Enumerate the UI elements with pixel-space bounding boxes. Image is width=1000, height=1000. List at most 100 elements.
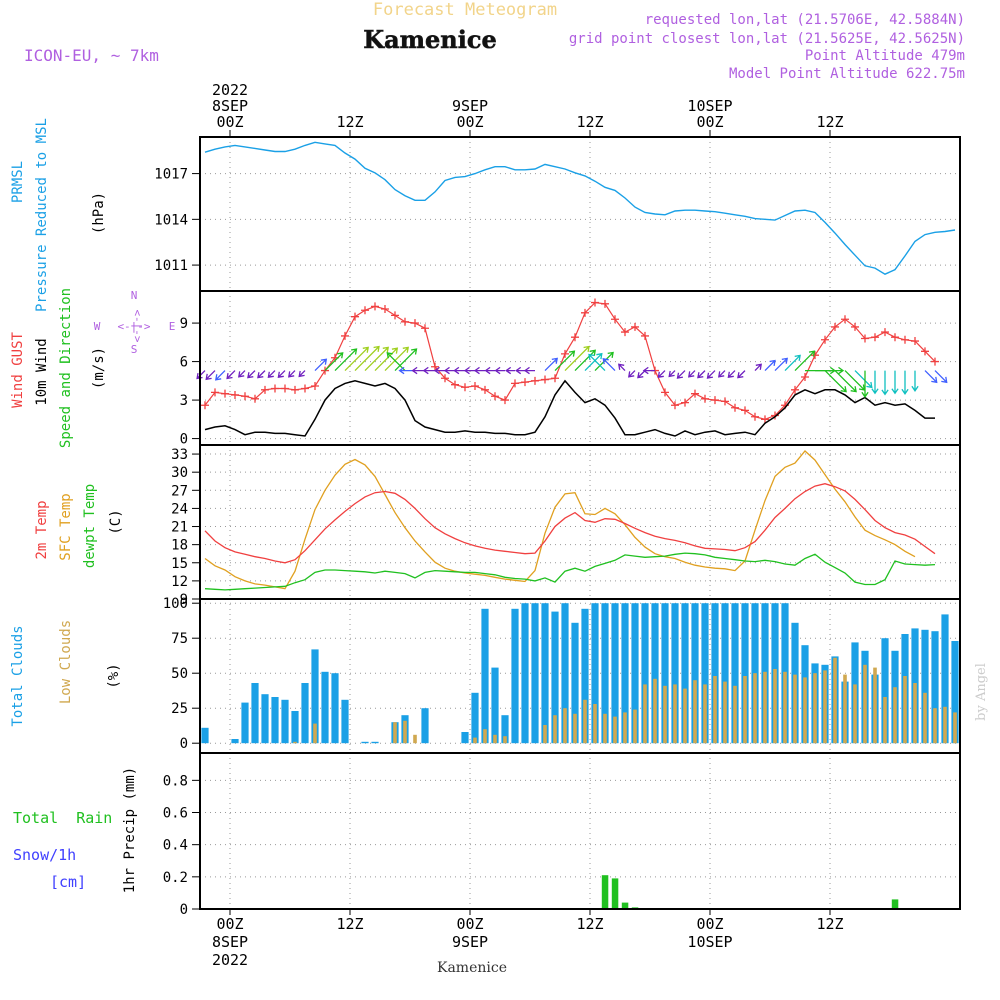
total-cloud-bar [921,629,929,744]
total-cloud-bar [421,708,429,744]
snow-unit: [cm] [50,873,86,891]
gust-marker [231,390,239,399]
rain-bar [601,875,609,909]
precip-ytick-label: 0.8 [163,773,188,789]
wind-direction-arrow [602,357,616,372]
compass-rose: N <-|-> S W <-|-> E [94,289,176,356]
wind-direction-arrow [657,370,666,378]
wind-dir-label: Speed and Direction [58,288,74,448]
wind-direction-arrow [364,346,390,372]
gust-marker [721,397,729,406]
total-cloud-bar [461,732,469,744]
top-time-label: 12Z [816,113,843,131]
low-cloud-bar [843,674,847,744]
gust-marker [911,337,919,346]
low-cloud-bar [483,729,487,744]
wind-direction-arrow [637,370,646,379]
gust-marker [791,385,799,394]
low-cloud-bar [813,673,817,744]
wind-direction-arrow [515,366,525,375]
low-cloud-bar [733,685,737,744]
compass-arrow-v: <-|-> [131,309,144,342]
wind-direction-arrow [901,370,909,395]
total-cloud-bar [501,715,509,744]
gust-marker [371,302,379,311]
total-cloud-bar [661,603,669,744]
total-cloud-bar [481,608,489,744]
gust-marker [741,406,749,415]
total-cloud-bar [271,697,279,744]
wind-line [204,379,935,437]
wind-label: 10m Wind [34,338,50,405]
total-cloud-bar [881,638,889,744]
wind-direction-arrow [314,358,328,372]
dewpoint-line [204,552,936,591]
pressure-ytick-label: 1014 [154,212,188,228]
wind-direction-arrow [824,370,847,393]
total-cloud-bar [601,603,609,744]
rain-bar [611,878,619,909]
total-cloud-bar [311,649,319,744]
sfc-label: SFC Temp [58,493,74,560]
wind-panel-labels: Wind GUST 10m Wind Speed and Direction (… [10,288,175,448]
wind-direction-arrow [394,348,418,372]
temperature-ytick-label: 9 [180,592,188,608]
wind-direction-arrow [422,366,435,375]
gust-marker [851,322,859,331]
gust-marker [811,351,819,360]
wind-direction-arrow [871,370,879,395]
gust-marker [841,315,849,324]
gust-marker [511,379,519,388]
wind-direction-arrow [642,366,655,375]
total-cloud-bar [671,603,679,744]
pressure-panel: 1011 1014 1017 [154,137,960,291]
low-cloud-bar [293,741,297,744]
rain-bar [621,902,629,909]
wind-direction-arrow [324,352,344,372]
gust-marker [441,374,449,383]
low-cloud-bar [583,699,587,744]
wind-unit: (m/s) [91,347,107,389]
total-cloud-bar [691,603,699,744]
low-cloud-bar [623,712,627,744]
low-cloud-bar [823,670,827,744]
gust-marker [711,396,719,405]
total-cloud-bar [331,673,339,744]
pressure-ytick-label: 1011 [154,258,188,274]
gust-label: Wind GUST [10,332,26,408]
gust-marker [871,333,879,342]
gust-marker [641,331,649,340]
gust-marker [271,384,279,393]
compass-s: S [131,343,138,356]
wind-direction-arrow [706,370,716,379]
wind-direction-arrow [834,370,857,393]
low-cloud-bar [473,737,477,744]
pressure-label-1: PRMSL [10,161,26,203]
total-cloud-bar [591,603,599,744]
low-cloud-bar [603,713,607,744]
wind-direction-arrow [384,346,410,372]
temperature-panel: 9 12 15 18 21 24 27 30 33 [171,445,960,608]
gust-marker [361,306,369,315]
wind-direction-arrow [564,345,590,372]
compass-e: E [169,320,176,333]
low-cloud-bar [893,687,897,744]
wind-direction-arrow [854,370,873,389]
temperature-ytick-label: 12 [171,574,188,590]
low-cloud-bar [803,677,807,744]
low-cloud-bar [633,709,637,744]
compass-n: N [131,289,138,302]
clouds-panel: 0 25 50 75 100 [163,596,960,753]
total-cloud-bar [941,614,949,744]
wind-direction-arrow [214,370,226,381]
low-cloud-bar [773,669,777,744]
wind-direction-arrow [584,352,603,372]
requested-coords: requested lon,lat (21.5706E, 42.5884N) [645,12,965,28]
low-cloud-bar [683,688,687,744]
low-cloud-bar [873,667,877,744]
precip-panel-labels: Total Rain Snow/1h [cm] 1hr Precip (mm) [13,767,138,893]
total-cloud-bar [341,699,349,744]
gust-marker [521,378,529,387]
wind-direction-arrow [784,354,801,372]
cloud-panel-labels: Total Clouds Low Clouds (%) [10,620,122,727]
